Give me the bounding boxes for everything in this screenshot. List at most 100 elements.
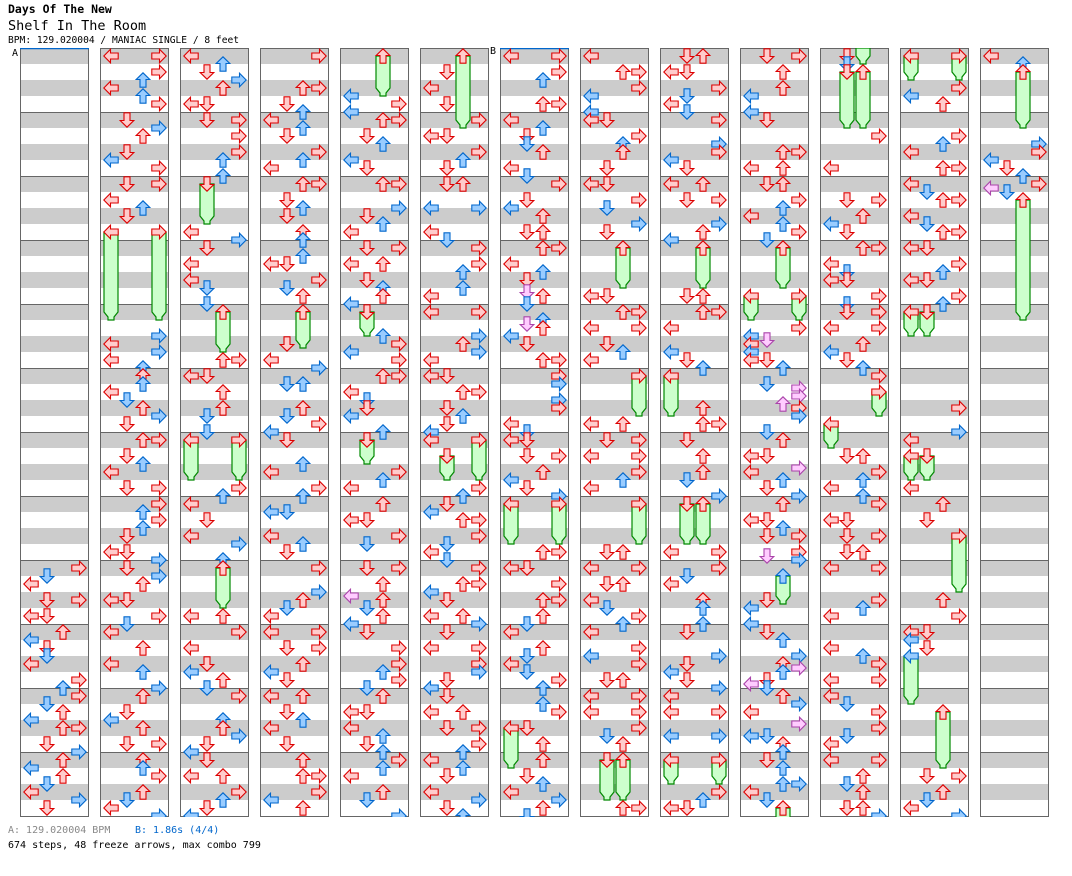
arrow-down-icon: [38, 776, 56, 792]
arrow-left-icon: [663, 367, 679, 385]
arrow-left-icon: [743, 703, 759, 721]
arrow-left-icon: [103, 655, 119, 673]
arrow-left-icon: [343, 479, 359, 497]
chart-column-canvas: [260, 47, 329, 817]
arrow-right-icon: [231, 231, 247, 249]
arrow-up-icon: [854, 488, 872, 504]
arrow-up-icon: [774, 160, 792, 176]
arrow-up-icon: [934, 224, 952, 240]
freeze-arrow-down: [919, 311, 935, 337]
arrow-right-icon: [551, 703, 567, 721]
beat-band: [20, 240, 89, 256]
arrow-left-icon: [583, 447, 599, 465]
arrow-right-icon: [551, 575, 567, 593]
arrow-down-icon: [518, 284, 536, 300]
arrow-left-icon: [663, 151, 679, 169]
arrow-left-icon: [903, 631, 919, 649]
arrow-left-icon: [743, 727, 759, 745]
arrow-down-icon: [438, 720, 456, 736]
arrow-up-icon: [294, 200, 312, 216]
arrow-right-icon: [391, 559, 407, 577]
arrow-right-icon: [71, 591, 87, 609]
arrow-right-icon: [471, 479, 487, 497]
arrow-down-icon: [758, 376, 776, 392]
beat-band: [820, 688, 889, 704]
arrow-down-icon: [198, 240, 216, 256]
beat-band: [580, 624, 649, 640]
arrow-down-icon: [678, 568, 696, 584]
song-info: BPM: 129.020004 / MANIAC SINGLE / 8 feet: [8, 35, 240, 46]
arrow-right-icon: [631, 63, 647, 81]
arrow-left-icon: [743, 207, 759, 225]
arrow-up-icon: [774, 240, 792, 256]
arrow-down-icon: [438, 688, 456, 704]
arrow-down-icon: [758, 548, 776, 564]
arrow-right-icon: [631, 655, 647, 673]
beat-band: [20, 80, 89, 96]
arrow-down-icon: [838, 192, 856, 208]
arrow-right-icon: [1031, 143, 1047, 161]
column-border: [340, 48, 409, 817]
arrow-up-icon: [134, 784, 152, 800]
arrow-right-icon: [711, 191, 727, 209]
freeze-arrow-right: [951, 535, 967, 593]
chart-column-4: [260, 47, 329, 817]
arrow-up-icon: [534, 608, 552, 624]
arrow-left-icon: [903, 143, 919, 161]
beat-band: [180, 496, 249, 512]
beat-band: [820, 656, 889, 672]
beat-band: [980, 400, 1049, 416]
beat-band: [20, 752, 89, 768]
arrow-left-icon: [583, 559, 599, 577]
beat-band: [740, 688, 809, 704]
arrow-up-icon: [374, 608, 392, 624]
beat-band: [260, 720, 329, 736]
arrow-up-icon: [134, 520, 152, 536]
arrow-right-icon: [311, 559, 327, 577]
arrow-left-icon: [503, 559, 519, 577]
arrow-up-icon: [614, 240, 632, 256]
arrow-down-icon: [358, 272, 376, 288]
beat-band: [420, 144, 489, 160]
beat-band: [980, 304, 1049, 320]
arrow-up-icon: [534, 208, 552, 224]
arrow-up-icon: [374, 664, 392, 680]
chart-column-5: [340, 48, 409, 825]
arrow-down-icon: [598, 112, 616, 128]
freeze-arrow-right: [711, 759, 727, 785]
freeze-arrow-up: [695, 247, 711, 289]
beat-band: [580, 720, 649, 736]
beat-band: [260, 752, 329, 768]
arrow-right-icon: [151, 479, 167, 497]
arrow-right-icon: [871, 719, 887, 737]
arrow-down-icon: [118, 112, 136, 128]
arrow-down-icon: [358, 560, 376, 576]
beat-band: [500, 240, 569, 256]
chart-column-10: [740, 47, 809, 849]
arrow-right-icon: [151, 223, 167, 241]
arrow-down-icon: [518, 192, 536, 208]
arrow-up-icon: [774, 396, 792, 412]
arrow-left-icon: [823, 215, 839, 233]
beat-band: [820, 176, 889, 192]
arrow-up-icon: [534, 776, 552, 792]
arrow-left-icon: [263, 111, 279, 129]
arrow-down-icon: [438, 160, 456, 176]
arrow-left-icon: [183, 607, 199, 625]
arrow-down-icon: [118, 208, 136, 224]
arrow-up-icon: [294, 712, 312, 728]
arrow-up-icon: [454, 744, 472, 760]
beat-band: [660, 304, 729, 320]
beat-band: [980, 144, 1049, 160]
freeze-arrow-down: [439, 455, 455, 481]
beat-band: [900, 784, 969, 800]
arrow-up-icon: [294, 656, 312, 672]
arrow-up-icon: [774, 80, 792, 96]
arrow-left-icon: [903, 799, 919, 817]
arrow-right-icon: [231, 687, 247, 705]
arrow-down-icon: [278, 256, 296, 272]
arrow-right-icon: [711, 143, 727, 161]
beat-band: [180, 272, 249, 288]
arrow-up-icon: [614, 672, 632, 688]
arrow-down-icon: [358, 400, 376, 416]
